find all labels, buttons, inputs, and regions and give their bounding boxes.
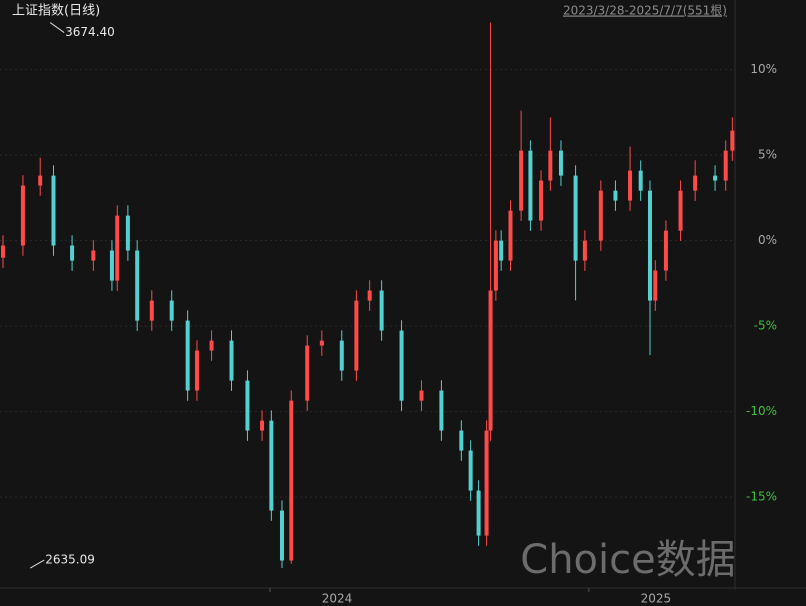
candle-body [638,170,643,191]
candle-body [468,450,473,491]
candle-body [194,350,199,391]
candle-body [663,230,668,271]
candle-body [476,490,481,536]
chart-title: 上证指数(日线) [12,4,100,19]
candle-body [229,340,234,381]
candle-body [653,270,658,301]
candle-body [628,170,633,201]
candle-body [493,240,498,291]
candle-body [1,245,5,258]
candle-body [488,290,493,431]
candle-body [713,175,718,181]
x-tick-label: 2025 [641,592,672,606]
y-tick-label: 10% [750,62,777,76]
candle-body [115,215,120,281]
y-tick-label: 5% [758,148,777,162]
candle-body [399,330,404,401]
candle-body [245,380,250,431]
candle-body [459,430,464,451]
candle-body [548,150,553,181]
candle-body [149,300,154,321]
candle-body [91,250,96,261]
candle-body [354,300,359,371]
candle-body [209,340,214,351]
y-tick-label: -15% [746,490,777,504]
candle-body [439,390,444,431]
candle-body [647,190,652,301]
candle-body [508,210,513,261]
candle-body [678,190,683,231]
x-tick-label: 2024 [322,592,353,606]
range-label[interactable]: 2023/3/28-2025/7/7(551根) [563,4,727,18]
candle-body [260,420,265,431]
candle-body [20,185,25,246]
candle-body [499,240,504,261]
candle-body [528,150,533,221]
candle-body [693,175,698,191]
candle-body [305,345,310,401]
y-tick-label: -5% [754,319,777,333]
candle-body [730,130,735,151]
candle-body [289,400,294,561]
watermark: Choice数据 [520,537,735,583]
candle-body [319,340,324,346]
candle-body [573,175,578,261]
annotation-arrow [49,22,65,33]
candle-body [419,390,424,401]
annotation-label: 3674.40 [65,25,115,39]
candle-body [51,175,56,246]
candle-body [279,510,284,561]
candle-body [598,190,603,241]
annotation-label: 2635.09 [45,553,95,567]
candle-body [38,175,43,186]
candle-body [539,180,544,221]
candle-body [582,240,587,261]
candle-body [169,300,174,321]
annotation-arrow [29,559,45,569]
candle-body [339,340,344,371]
candle-body [185,320,190,391]
candle-body [484,430,489,536]
candle-body [558,150,563,176]
candle-body [613,190,618,201]
candle-body [723,150,728,181]
candle-body [367,290,372,301]
candle-body [109,250,114,281]
candle-body [125,215,130,251]
candle-body [269,420,274,511]
y-tick-label: 0% [758,233,777,247]
y-tick-label: -10% [746,404,777,418]
candle-body [379,290,384,331]
candle-body [519,150,524,211]
candle-body [70,245,75,261]
candle-body [135,250,140,321]
